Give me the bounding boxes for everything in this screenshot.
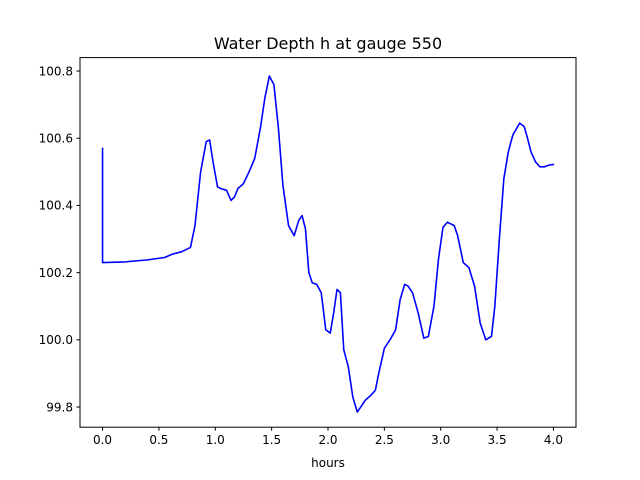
- series-layer: [101, 75, 555, 413]
- x-axis-label: hours: [311, 456, 345, 470]
- y-tick-label: 99.8: [46, 400, 73, 414]
- plot-frame: [79, 57, 577, 428]
- y-tick-label: 100.8: [39, 64, 73, 78]
- y-tick-label: 100.0: [39, 333, 73, 347]
- x-tick-label: 0.5: [149, 433, 168, 447]
- x-tick-label: 4.0: [544, 433, 563, 447]
- x-tick-label: 1.5: [262, 433, 281, 447]
- x-tick-label: 2.5: [375, 433, 394, 447]
- x-tick-label: 3.5: [488, 433, 507, 447]
- x-tick-label: 3.0: [431, 433, 450, 447]
- chart-title: Water Depth h at gauge 550: [214, 34, 442, 53]
- ticks-layer: 0.0 0.5 1.0 1.5 2.0 2.5 3.0 3.5 4.0 99.8 100.0 100.…: [39, 64, 563, 447]
- x-tick-label: 0.0: [93, 433, 112, 447]
- y-tick-label: 100.4: [39, 199, 73, 213]
- x-tick-label: 2.0: [318, 433, 337, 447]
- series-line-0: [101, 75, 555, 413]
- x-tick-label: 1.0: [206, 433, 225, 447]
- y-tick-label: 100.6: [39, 132, 73, 146]
- y-tick-label: 100.2: [39, 266, 73, 280]
